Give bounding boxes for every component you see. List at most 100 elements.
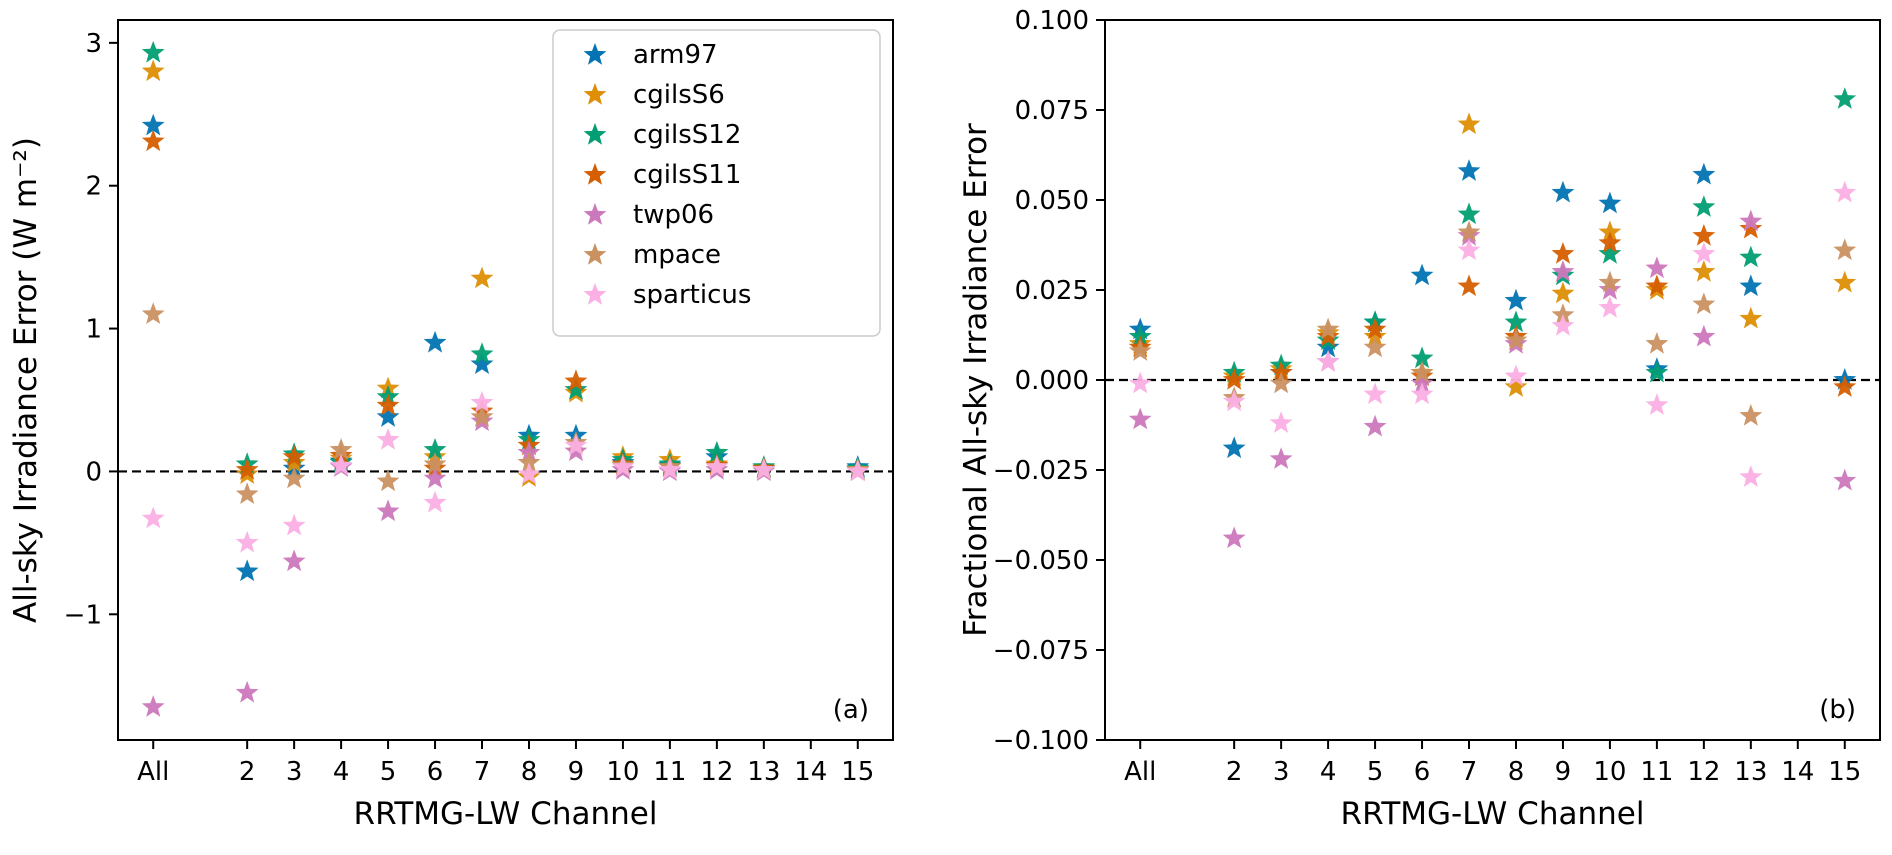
data-point-arm97-ch6 bbox=[1410, 263, 1434, 286]
data-point-cgilsS12-ch13 bbox=[1739, 245, 1763, 268]
x-tick-label: 15 bbox=[1828, 757, 1861, 787]
data-point-arm97-ch4 bbox=[1316, 335, 1340, 358]
x-tick-label: 14 bbox=[794, 757, 827, 787]
data-point-cgilsS11-chAll bbox=[141, 129, 165, 152]
y-tick-label: 0.000 bbox=[1015, 366, 1089, 396]
data-point-sparticus-ch5 bbox=[1363, 382, 1387, 405]
data-point-sparticus-ch13 bbox=[1739, 465, 1763, 487]
legend-marker-cgilsS11 bbox=[583, 163, 607, 185]
y-axis-title: Fractional All-sky Irradiance Error bbox=[958, 123, 994, 637]
x-tick-label: 8 bbox=[521, 757, 538, 787]
data-point-arm97-ch12 bbox=[1692, 162, 1716, 185]
x-axis-title: RRTMG-LW Channel bbox=[1341, 796, 1645, 832]
data-point-arm97-ch6 bbox=[423, 330, 447, 353]
y-tick-label: 0.100 bbox=[1015, 6, 1089, 36]
x-tick-label: 7 bbox=[1461, 757, 1478, 787]
data-point-cgilsS11-ch3 bbox=[282, 445, 306, 467]
y-tick-label: −0.075 bbox=[993, 636, 1089, 666]
legend-label-arm97: arm97 bbox=[633, 40, 718, 70]
x-tick-label: 12 bbox=[1687, 757, 1720, 787]
axes-spines bbox=[117, 19, 894, 741]
legend-box bbox=[552, 29, 881, 337]
x-tick-label: 2 bbox=[239, 757, 256, 787]
x-tick-label: 14 bbox=[1781, 757, 1814, 787]
x-tick-label: 10 bbox=[1593, 757, 1626, 787]
data-point-cgilsS12-ch12 bbox=[705, 440, 729, 463]
y-tick-label: 0.050 bbox=[1015, 186, 1089, 216]
data-point-sparticus-ch7 bbox=[470, 390, 494, 413]
x-tick-label: 11 bbox=[1640, 757, 1673, 787]
legend-marker-mpace bbox=[583, 243, 607, 265]
data-point-cgilsS12-ch9 bbox=[564, 378, 588, 400]
data-point-twp06-chAll bbox=[141, 695, 165, 717]
legend-marker-cgilsS6 bbox=[583, 83, 607, 105]
legend-label-cgilsS6: cgilsS6 bbox=[633, 80, 725, 110]
y-tick-label: 2 bbox=[85, 172, 102, 202]
data-point-sparticus-ch10 bbox=[611, 455, 635, 477]
data-point-sparticus-ch9 bbox=[1551, 314, 1575, 336]
legend-label-mpace: mpace bbox=[633, 240, 721, 270]
panel-label: (a) bbox=[833, 695, 869, 725]
data-point-cgilsS12-ch6 bbox=[423, 438, 447, 460]
data-point-cgilsS6-ch7 bbox=[470, 266, 494, 289]
data-point-cgilsS12-ch11 bbox=[1645, 360, 1669, 383]
y-tick-label: −0.100 bbox=[993, 726, 1089, 756]
x-tick-label: 3 bbox=[286, 757, 303, 787]
data-point-twp06-ch5 bbox=[1363, 414, 1387, 437]
x-tick-label: 4 bbox=[1320, 757, 1337, 787]
legend-label-cgilsS12: cgilsS12 bbox=[633, 120, 741, 150]
data-point-sparticus-ch4 bbox=[1316, 350, 1340, 372]
data-point-mpace-ch10 bbox=[1598, 270, 1622, 293]
data-point-mpace-ch12 bbox=[1692, 292, 1716, 315]
data-point-sparticus-ch15 bbox=[846, 459, 870, 482]
series-twp06 bbox=[141, 409, 870, 717]
data-point-sparticus-ch13 bbox=[752, 458, 776, 480]
legend-label-cgilsS11: cgilsS11 bbox=[633, 160, 741, 190]
data-point-sparticus-ch6 bbox=[423, 490, 447, 513]
data-point-sparticus-ch3 bbox=[282, 513, 306, 536]
data-point-sparticus-ch12 bbox=[705, 455, 729, 477]
x-tick-label: 7 bbox=[474, 757, 491, 787]
x-tick-label: 6 bbox=[1414, 757, 1431, 787]
x-tick-label: 5 bbox=[380, 757, 397, 787]
data-point-sparticus-ch10 bbox=[1598, 296, 1622, 318]
data-point-cgilsS11-ch7 bbox=[1457, 274, 1481, 297]
data-point-mpace-chAll bbox=[141, 302, 165, 324]
data-point-arm97-ch10 bbox=[1598, 191, 1622, 214]
data-point-cgilsS12-ch7 bbox=[1457, 202, 1481, 225]
series-sparticus bbox=[141, 390, 870, 553]
x-tick-label: 11 bbox=[653, 757, 686, 787]
data-point-sparticus-ch12 bbox=[1692, 242, 1716, 264]
y-axis-title: All-sky Irradiance Error (W m⁻²) bbox=[8, 137, 44, 623]
legend-label-twp06: twp06 bbox=[633, 200, 714, 230]
data-point-arm97-ch2 bbox=[235, 559, 259, 582]
data-point-cgilsS12-ch7 bbox=[470, 342, 494, 364]
legend-label-sparticus: sparticus bbox=[633, 280, 751, 310]
data-point-arm97-chAll bbox=[141, 113, 165, 136]
data-point-twp06-ch13 bbox=[1739, 209, 1763, 232]
data-point-twp06-ch2 bbox=[1222, 526, 1246, 549]
data-point-arm97-ch8 bbox=[1504, 288, 1528, 311]
y-tick-label: −0.025 bbox=[993, 456, 1089, 486]
legend-marker-cgilsS12 bbox=[583, 123, 607, 145]
x-axis-title: RRTMG-LW Channel bbox=[354, 796, 658, 832]
data-point-twp06-ch3 bbox=[282, 549, 306, 572]
data-point-mpace-ch5 bbox=[1363, 335, 1387, 358]
data-point-sparticus-chAll bbox=[1128, 371, 1152, 394]
data-point-twp06-ch10 bbox=[1598, 278, 1622, 300]
data-point-mpace-ch7 bbox=[470, 405, 494, 427]
data-point-cgilsS6-ch9 bbox=[1551, 281, 1575, 304]
data-point-mpace-ch11 bbox=[1645, 332, 1669, 354]
data-point-cgilsS11-ch15 bbox=[1833, 375, 1857, 397]
data-point-mpace-chAll bbox=[1128, 339, 1152, 361]
data-point-mpace-ch2 bbox=[235, 482, 259, 504]
x-tick-label: 10 bbox=[606, 757, 639, 787]
data-point-mpace-ch8 bbox=[517, 450, 541, 473]
data-point-twp06-ch6 bbox=[423, 466, 447, 489]
data-point-twp06-ch2 bbox=[235, 680, 259, 703]
data-point-mpace-ch5 bbox=[376, 469, 400, 492]
data-point-cgilsS6-ch7 bbox=[1457, 112, 1481, 135]
data-point-cgilsS11-ch13 bbox=[1739, 216, 1763, 239]
